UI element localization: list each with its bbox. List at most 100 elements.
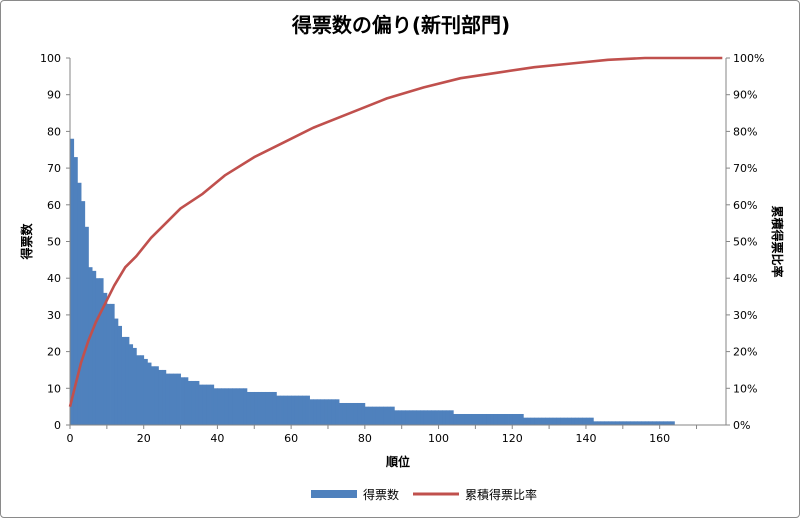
y-tick-label: 100 (40, 52, 61, 65)
bar (563, 417, 568, 425)
bar (136, 355, 141, 425)
y2-tick-label: 60% (733, 199, 757, 212)
y2-tick-label: 80% (733, 125, 757, 138)
bar (280, 395, 285, 425)
y-tick-label: 30 (47, 309, 61, 322)
bar (184, 377, 189, 425)
bar (504, 413, 509, 425)
bar (117, 325, 122, 425)
bar (128, 344, 134, 425)
y2-tick-label: 20% (733, 346, 757, 359)
bar (125, 336, 130, 425)
bar (497, 413, 502, 425)
y2-tick-label: 100% (733, 52, 764, 65)
bar (615, 421, 620, 425)
bar (471, 413, 476, 425)
bar (313, 399, 318, 425)
bar (339, 402, 344, 425)
bar (608, 421, 613, 425)
bar (147, 362, 152, 425)
bar (265, 391, 270, 425)
bar (460, 413, 465, 425)
bar (501, 413, 506, 425)
bar (195, 380, 200, 425)
bar (154, 366, 159, 425)
bar (556, 417, 561, 425)
bar (468, 413, 473, 425)
bar (206, 384, 211, 425)
bar (394, 410, 399, 425)
x-tick-label: 20 (137, 432, 151, 445)
bar (210, 384, 215, 425)
bar (110, 303, 115, 425)
bar (641, 421, 646, 425)
y-tick-label: 20 (47, 346, 61, 359)
bar (578, 417, 583, 425)
bar (327, 399, 333, 425)
y2-tick-label: 0% (733, 419, 750, 432)
bar (140, 355, 145, 425)
bar (224, 388, 229, 425)
bar (530, 417, 535, 425)
bar (250, 391, 255, 425)
bar (622, 421, 627, 425)
bar (106, 303, 111, 425)
y-tick-label: 0 (54, 419, 61, 432)
bar (667, 421, 672, 425)
bar (445, 410, 450, 425)
y-tick-label: 50 (47, 236, 61, 249)
bar (291, 395, 296, 425)
bar (659, 421, 664, 425)
bar (416, 410, 421, 425)
bar (456, 413, 462, 425)
bar (151, 366, 156, 425)
y-tick-label: 90 (47, 89, 61, 102)
bar (165, 373, 170, 425)
bar (169, 373, 174, 425)
bar (243, 388, 248, 425)
bar (486, 413, 491, 425)
bar (379, 406, 384, 425)
bar (176, 373, 181, 425)
bar (180, 377, 185, 425)
bar (541, 417, 546, 425)
bar (114, 318, 119, 425)
bar (73, 157, 78, 425)
y-tick-label: 80 (47, 125, 61, 138)
bar (383, 406, 388, 425)
legend-label-bars: 得票数 (363, 487, 399, 502)
bar (88, 267, 93, 425)
y-tick-label: 10 (47, 382, 61, 395)
y-tick-label: 70 (47, 162, 61, 175)
bar (386, 406, 392, 425)
bar (239, 388, 244, 425)
bar (633, 421, 638, 425)
x-tick-label: 160 (649, 432, 670, 445)
bar (582, 417, 587, 425)
bar (287, 395, 292, 425)
bar (70, 138, 75, 426)
bar (619, 421, 624, 425)
bar (652, 421, 657, 425)
bar (353, 402, 358, 425)
bar (361, 402, 366, 425)
bar (453, 413, 458, 425)
bar (401, 410, 406, 425)
bar (235, 388, 240, 425)
bar (283, 395, 288, 425)
bar (375, 406, 380, 425)
bar (626, 421, 631, 425)
bar (257, 391, 263, 425)
bar (331, 399, 336, 425)
bar (232, 388, 237, 425)
bar (552, 417, 557, 425)
bar (121, 336, 126, 425)
bar (103, 292, 108, 425)
y-tick-label: 40 (47, 272, 61, 285)
y2-tick-label: 70% (733, 162, 757, 175)
legend-label-line: 累積得票比率 (465, 487, 537, 502)
bar (479, 413, 484, 425)
bar (305, 395, 310, 425)
cumulative-ratio-line (68, 56, 723, 407)
